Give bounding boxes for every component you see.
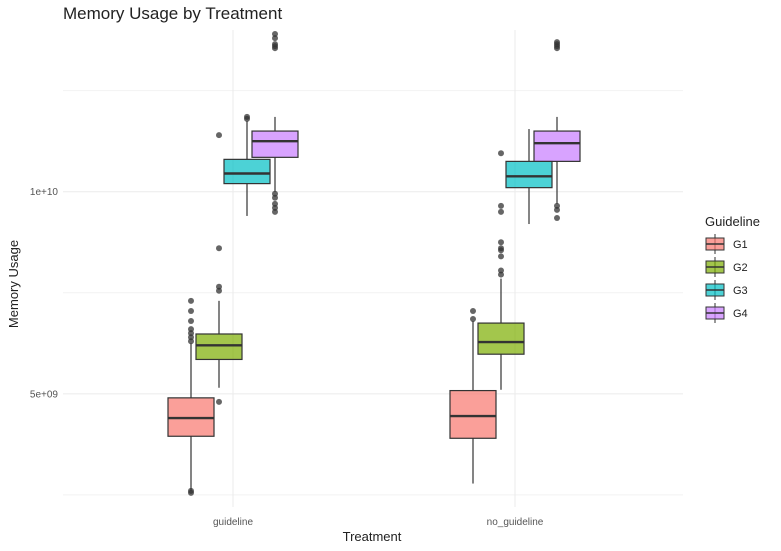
outlier-point bbox=[470, 316, 476, 323]
outlier-point bbox=[188, 318, 194, 325]
outlier-point bbox=[216, 245, 222, 252]
outlier-point bbox=[216, 398, 222, 405]
box-g4-guideline bbox=[251, 31, 299, 215]
outlier-point bbox=[498, 267, 504, 274]
y-tick-label: 1e+10 bbox=[30, 187, 59, 198]
box bbox=[449, 389, 497, 439]
axes: 5e+09 1e+10 guideline no_guideline bbox=[30, 187, 544, 528]
plot-marks bbox=[167, 31, 581, 496]
legend-item-g4: G4 bbox=[705, 303, 748, 323]
box bbox=[251, 130, 299, 158]
box bbox=[533, 130, 581, 162]
legend-label: G2 bbox=[733, 262, 748, 274]
x-tick-label: guideline bbox=[213, 517, 253, 528]
outlier-point bbox=[470, 307, 476, 314]
x-axis-title: Treatment bbox=[343, 529, 402, 544]
box-g1-no_guideline bbox=[449, 307, 497, 484]
box bbox=[477, 322, 525, 355]
chart-title: Memory Usage by Treatment bbox=[63, 4, 282, 23]
outlier-point bbox=[188, 326, 194, 333]
outlier-point bbox=[554, 214, 560, 221]
outlier-point bbox=[554, 39, 560, 46]
legend-title: Guideline bbox=[705, 214, 760, 229]
legend-item-g1: G1 bbox=[705, 234, 748, 254]
outlier-point bbox=[498, 253, 504, 260]
outlier-point bbox=[554, 202, 560, 209]
x-tick-label: no_guideline bbox=[487, 517, 544, 528]
box bbox=[223, 158, 271, 185]
legend-label: G4 bbox=[733, 308, 748, 320]
outlier-point bbox=[498, 245, 504, 252]
outlier-point bbox=[244, 113, 250, 120]
outlier-point bbox=[272, 200, 278, 207]
legend: Guideline G1 G2 G3 G4 bbox=[705, 214, 760, 323]
grid bbox=[63, 30, 683, 507]
box-g3-guideline bbox=[223, 113, 271, 216]
box-g2-guideline bbox=[195, 132, 243, 405]
box-g1-guideline bbox=[167, 297, 215, 496]
outlier-point bbox=[272, 190, 278, 197]
box bbox=[505, 160, 553, 189]
outlier-point bbox=[498, 239, 504, 246]
box bbox=[195, 333, 243, 361]
outlier-point bbox=[216, 283, 222, 290]
legend-item-g3: G3 bbox=[705, 280, 748, 300]
legend-label: G3 bbox=[733, 285, 748, 297]
y-axis-title: Memory Usage bbox=[6, 240, 21, 328]
y-tick-label: 5e+09 bbox=[30, 389, 59, 400]
outlier-point bbox=[498, 208, 504, 215]
outlier-point bbox=[498, 202, 504, 209]
outlier-point bbox=[188, 297, 194, 304]
outlier-point bbox=[272, 41, 278, 48]
legend-item-g2: G2 bbox=[705, 257, 748, 277]
outlier-point bbox=[216, 132, 222, 139]
box-g3-no_guideline bbox=[505, 129, 553, 225]
box-g2-no_guideline bbox=[477, 150, 525, 390]
outlier-point bbox=[188, 307, 194, 314]
outlier-point bbox=[188, 487, 194, 494]
outlier-point bbox=[498, 150, 504, 157]
legend-label: G1 bbox=[733, 239, 748, 251]
box-g4-no_guideline bbox=[533, 39, 581, 221]
outlier-point bbox=[272, 31, 278, 38]
